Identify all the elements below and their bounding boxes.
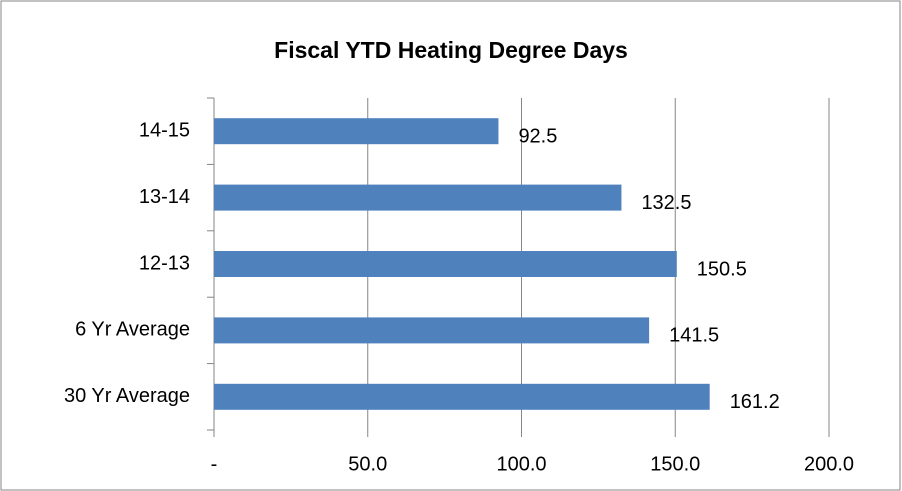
bar	[214, 251, 677, 277]
x-tick-label: 50.0	[348, 453, 387, 475]
x-tick-label: 150.0	[650, 453, 700, 475]
x-tick-label: 100.0	[496, 453, 546, 475]
data-label: 161.2	[730, 391, 780, 413]
bar	[214, 184, 622, 211]
x-tick-label: 200.0	[804, 453, 854, 475]
data-label: 92.5	[518, 125, 557, 147]
y-tick-label: 30 Yr Average	[64, 385, 190, 407]
bar	[214, 383, 710, 410]
bar	[214, 118, 499, 145]
data-label: 132.5	[641, 192, 691, 214]
y-tick-label: 6 Yr Average	[75, 319, 190, 341]
bar	[214, 317, 650, 344]
x-tick-label: -	[211, 453, 218, 475]
data-label: 150.5	[697, 258, 747, 280]
chart-title: Fiscal YTD Heating Degree Days	[274, 37, 628, 63]
data-label: 141.5	[669, 325, 719, 347]
y-tick-label: 13-14	[139, 186, 190, 208]
y-tick-label: 14-15	[139, 119, 190, 141]
y-tick-label: 12-13	[139, 252, 190, 274]
